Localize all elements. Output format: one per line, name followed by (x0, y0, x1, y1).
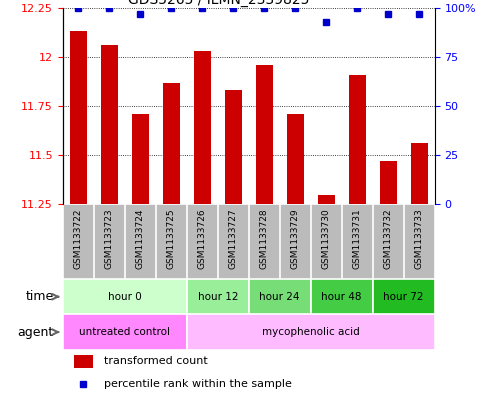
Bar (63, 314, 187, 350)
Text: GSM1133723: GSM1133723 (105, 208, 114, 269)
Bar (63, 279, 187, 314)
Bar (70, 31, 87, 204)
Text: GSM1133725: GSM1133725 (167, 208, 176, 269)
Bar (225, 90, 242, 204)
Text: agent: agent (17, 325, 54, 339)
Text: hour 24: hour 24 (259, 292, 300, 302)
Text: hour 48: hour 48 (322, 292, 362, 302)
Text: GSM1133727: GSM1133727 (229, 208, 238, 269)
Text: GSM1133731: GSM1133731 (353, 208, 362, 269)
Text: mycophenolic acid: mycophenolic acid (262, 327, 360, 337)
Bar (256, 65, 273, 204)
Text: GSM1133726: GSM1133726 (198, 208, 207, 269)
Bar (194, 51, 211, 204)
Bar (187, 314, 435, 350)
Bar (411, 143, 428, 204)
Bar (373, 279, 435, 314)
Text: GSM1133722: GSM1133722 (74, 208, 83, 268)
Bar (163, 83, 180, 204)
Bar (187, 279, 249, 314)
Text: GSM1133730: GSM1133730 (322, 208, 331, 269)
Title: GDS5265 / ILMN_2339825: GDS5265 / ILMN_2339825 (128, 0, 310, 7)
Bar (287, 114, 304, 204)
Bar (74, 355, 93, 368)
Bar (249, 279, 311, 314)
Text: GSM1133728: GSM1133728 (260, 208, 269, 269)
Text: GSM1133733: GSM1133733 (415, 208, 424, 269)
Text: GSM1133724: GSM1133724 (136, 208, 145, 268)
Text: hour 72: hour 72 (384, 292, 424, 302)
Text: GSM1133729: GSM1133729 (291, 208, 300, 269)
Bar (349, 75, 366, 204)
Text: GSM1133732: GSM1133732 (384, 208, 393, 269)
Bar (101, 45, 118, 204)
Bar (318, 195, 335, 204)
Text: untreated control: untreated control (79, 327, 170, 337)
Bar (132, 114, 149, 204)
Bar (380, 161, 397, 204)
Text: percentile rank within the sample: percentile rank within the sample (104, 379, 292, 389)
Text: hour 0: hour 0 (108, 292, 142, 302)
Text: transformed count: transformed count (104, 356, 208, 366)
Bar (311, 279, 373, 314)
Text: time: time (25, 290, 54, 303)
Text: hour 12: hour 12 (198, 292, 238, 302)
